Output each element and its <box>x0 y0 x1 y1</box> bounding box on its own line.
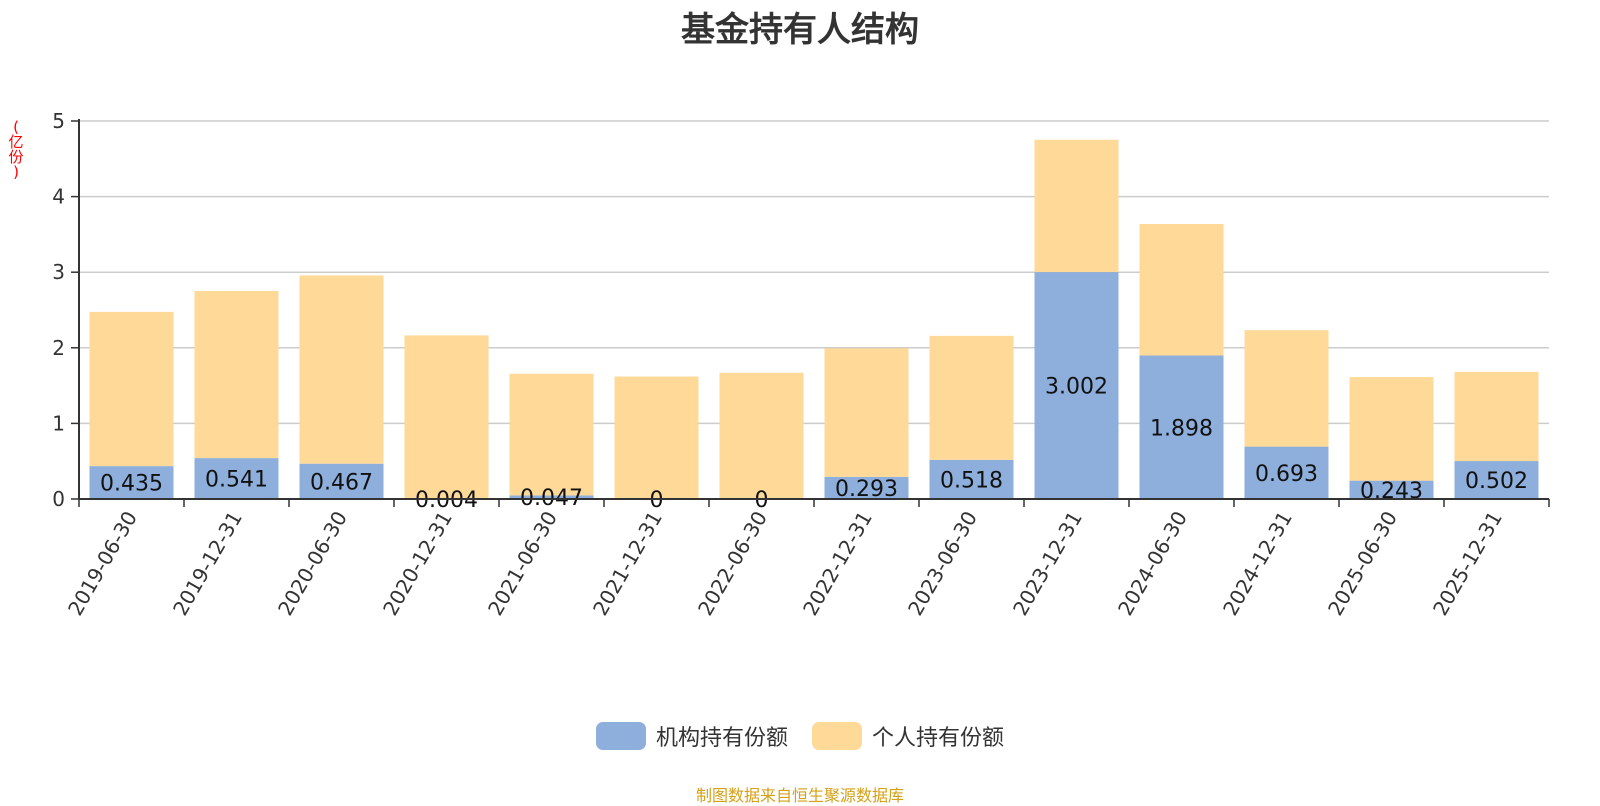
legend-item-individual[interactable]: 个人持有份额 <box>812 720 1004 752</box>
y-tick-label: 3 <box>52 260 65 284</box>
bar-individual <box>1035 140 1119 272</box>
y-tick-label: 2 <box>52 336 65 360</box>
x-tick-label: 2025-12-31 <box>1428 507 1507 620</box>
x-tick-label: 2022-06-30 <box>693 507 772 620</box>
data-label: 0.467 <box>310 470 373 495</box>
data-label: 0.693 <box>1255 462 1318 487</box>
bar-individual <box>1140 224 1224 356</box>
bar-individual <box>195 291 279 458</box>
x-tick-label: 2022-12-31 <box>798 507 877 620</box>
data-label: 0.435 <box>100 472 163 497</box>
bar-individual <box>615 377 699 499</box>
x-tick-label: 2024-06-30 <box>1113 507 1192 620</box>
data-label: 0 <box>650 488 664 513</box>
bar-individual <box>720 373 804 499</box>
data-label: 0 <box>755 488 769 513</box>
x-tick-label: 2019-06-30 <box>63 507 142 620</box>
y-tick-label: 4 <box>52 185 65 209</box>
legend-label-individual: 个人持有份额 <box>872 720 1004 752</box>
bar-individual <box>1245 330 1329 446</box>
x-tick-label: 2021-06-30 <box>483 507 562 620</box>
bar-individual <box>1455 372 1539 461</box>
legend-item-institutional[interactable]: 机构持有份额 <box>596 720 788 752</box>
legend-swatch-individual <box>812 722 862 750</box>
data-label: 0.518 <box>940 468 1003 493</box>
data-label: 3.002 <box>1045 375 1108 400</box>
bar-individual <box>300 275 384 463</box>
bar-individual <box>510 374 594 496</box>
bar-individual <box>930 336 1014 460</box>
x-tick-label: 2024-12-31 <box>1218 507 1297 620</box>
data-label: 0.004 <box>415 488 478 513</box>
bar-individual <box>825 348 909 477</box>
bar-individual <box>405 335 489 498</box>
x-tick-label: 2023-12-31 <box>1008 507 1087 620</box>
legend-swatch-institutional <box>596 722 646 750</box>
y-tick-label: 0 <box>52 487 65 511</box>
legend: 机构持有份额 个人持有份额 <box>0 720 1600 752</box>
bar-individual <box>1350 377 1434 481</box>
x-tick-label: 2025-06-30 <box>1323 507 1402 620</box>
x-tick-label: 2020-12-31 <box>378 507 457 620</box>
source-note: 制图数据来自恒生聚源数据库 <box>0 782 1600 806</box>
x-tick-label: 2019-12-31 <box>168 507 247 620</box>
y-tick-label: 5 <box>52 109 65 133</box>
legend-label-institutional: 机构持有份额 <box>656 720 788 752</box>
data-label: 0.541 <box>205 468 268 493</box>
x-tick-label: 2023-06-30 <box>903 507 982 620</box>
data-label: 1.898 <box>1150 416 1213 441</box>
data-label: 0.502 <box>1465 469 1528 494</box>
data-label: 0.243 <box>1360 479 1423 504</box>
y-tick-label: 1 <box>52 411 65 435</box>
bar-individual <box>90 312 174 466</box>
x-tick-label: 2021-12-31 <box>588 507 667 620</box>
x-tick-label: 2020-06-30 <box>273 507 352 620</box>
